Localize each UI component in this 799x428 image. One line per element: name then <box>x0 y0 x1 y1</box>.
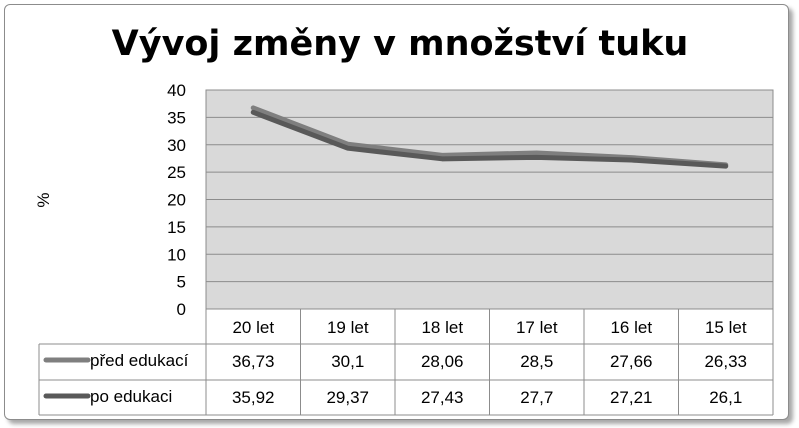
x-category-label: 19 let <box>327 318 369 337</box>
y-tick-label: 30 <box>167 136 186 155</box>
y-tick-label: 25 <box>167 163 186 182</box>
y-tick-label: 5 <box>177 273 186 292</box>
data-label: 35,92 <box>232 388 275 407</box>
data-label: 27,43 <box>421 388 464 407</box>
legend-label: po edukaci <box>90 387 172 406</box>
y-tick-label: 0 <box>177 300 186 319</box>
data-label: 27,21 <box>610 388 653 407</box>
data-label: 36,73 <box>232 352 275 371</box>
y-tick-label: 10 <box>167 245 186 264</box>
data-label: 28,06 <box>421 352 464 371</box>
chart-title: Vývoj změny v množství tuku <box>112 24 689 64</box>
data-label: 26,1 <box>709 388 742 407</box>
data-label: 27,66 <box>610 352 653 371</box>
y-axis-label: % <box>34 192 53 207</box>
y-tick-label: 20 <box>167 191 186 210</box>
x-category-label: 17 let <box>516 318 558 337</box>
series-line-2 <box>250 109 729 169</box>
data-table: 20 let 19 let 18 let 17 let 16 let 15 let před… <box>38 308 774 416</box>
x-category-label: 15 let <box>705 318 747 337</box>
x-category-label: 18 let <box>421 318 463 337</box>
data-label: 26,33 <box>704 352 747 371</box>
data-label: 30,1 <box>331 352 364 371</box>
x-category-label: 16 let <box>610 318 652 337</box>
y-tick-label: 15 <box>167 218 186 237</box>
plot-area: 0 5 10 15 20 25 30 35 40 <box>167 81 774 319</box>
y-tick-label: 35 <box>167 108 186 127</box>
legend-label: před edukací <box>90 351 189 370</box>
data-label: 27,7 <box>520 388 553 407</box>
data-label: 28,5 <box>520 352 553 371</box>
x-category-label: 20 let <box>232 318 274 337</box>
y-tick-label: 40 <box>167 81 186 100</box>
data-label: 29,37 <box>326 388 369 407</box>
